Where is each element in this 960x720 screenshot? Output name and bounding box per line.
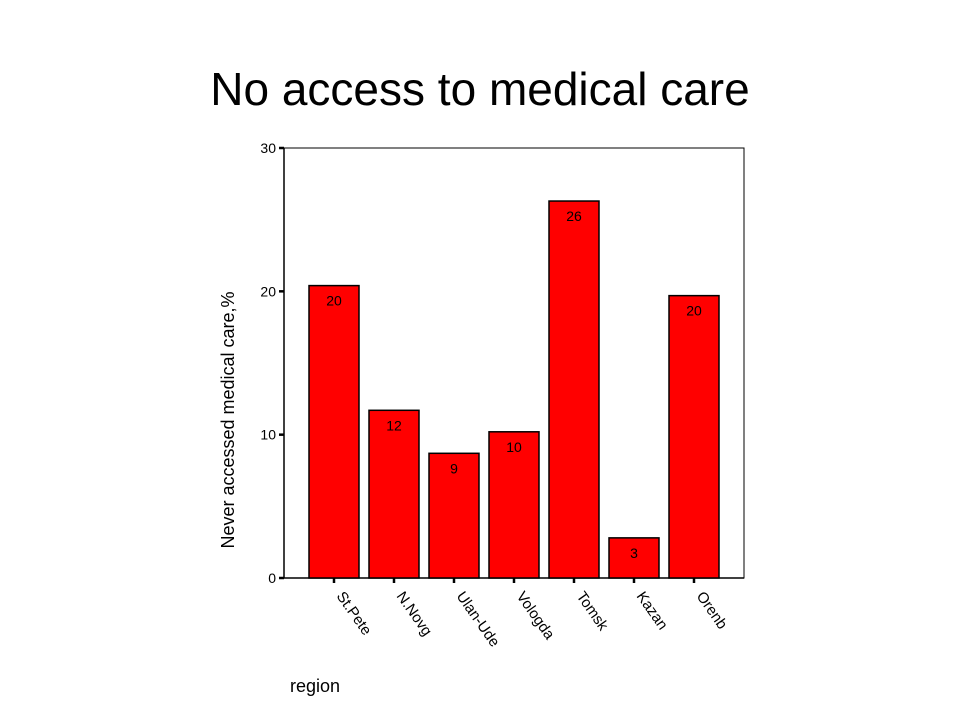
data-label: 20 (686, 303, 702, 319)
bar-orenb (668, 294, 720, 579)
y-tick-label: 30 (260, 140, 276, 156)
data-label: 9 (450, 460, 458, 476)
x-axis-ticks: St.Pete N.Novg Ulan-Ude Vologda Tomsk Kazan Or… (333, 578, 731, 650)
y-axis-title: Never accessed medical care,% (218, 291, 238, 548)
x-tick-label: St.Pete (333, 589, 375, 639)
x-tick-label: Ulan-Ude (453, 589, 503, 651)
x-tick-label: Kazan (633, 589, 671, 634)
y-tick-label: 0 (268, 570, 276, 586)
x-tick-label: Vologda (513, 589, 558, 644)
y-axis-ticks: 0 10 20 30 (260, 140, 284, 586)
data-label: 3 (630, 545, 638, 561)
x-tick-label: Tomsk (573, 589, 612, 635)
bars-group: 20 12 9 10 26 3 20 (308, 200, 720, 579)
x-tick-label: N.Novg (393, 589, 436, 640)
data-label: 26 (566, 208, 582, 224)
y-tick-label: 20 (260, 283, 276, 299)
x-tick-label: Orenb (693, 589, 731, 633)
page-title: No access to medical care (210, 63, 750, 115)
y-tick-label: 10 (260, 427, 276, 443)
bar-vologda (488, 431, 540, 579)
data-label: 10 (506, 439, 522, 455)
data-label: 12 (386, 417, 402, 433)
x-axis-title: region (290, 676, 340, 696)
bar-n-novg (368, 409, 420, 579)
bar-tomsk (548, 200, 600, 579)
bar-st-pete (308, 284, 360, 579)
bar-ulan-ude (428, 452, 480, 579)
data-label: 20 (326, 293, 342, 309)
